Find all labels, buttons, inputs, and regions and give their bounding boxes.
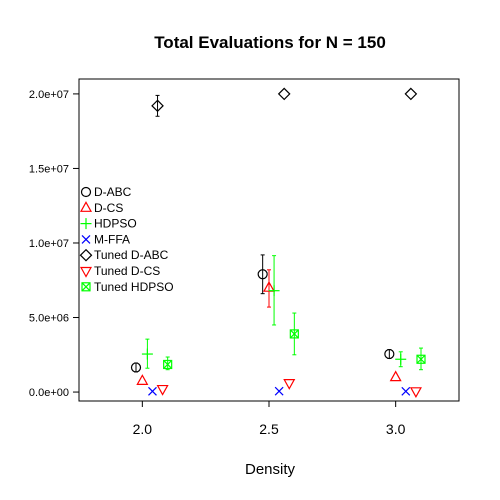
legend-label: D-CS [94,201,123,215]
legend-label: Tuned HDPSO [94,280,174,294]
legend-label: M-FFA [94,232,130,246]
legend-label: Tuned D-CS [94,264,160,278]
legend-label: Tuned D-ABC [94,248,169,262]
legend-label: D-ABC [94,185,132,199]
x-tick-label: 2.5 [259,421,279,437]
y-tick-label: 2.0e+07 [29,89,69,101]
y-tick-label: 5.0e+06 [29,313,69,325]
y-tick-label: 1.0e+07 [29,238,69,250]
legend-label: HDPSO [94,217,137,231]
x-axis-label: Density [245,461,296,478]
chart-title: Total Evaluations for N = 150 [154,33,386,52]
y-tick-label: 0.0e+00 [29,387,69,399]
y-tick-label: 1.5e+07 [29,163,69,175]
x-tick-label: 2.0 [133,421,153,437]
x-tick-label: 3.0 [386,421,406,437]
